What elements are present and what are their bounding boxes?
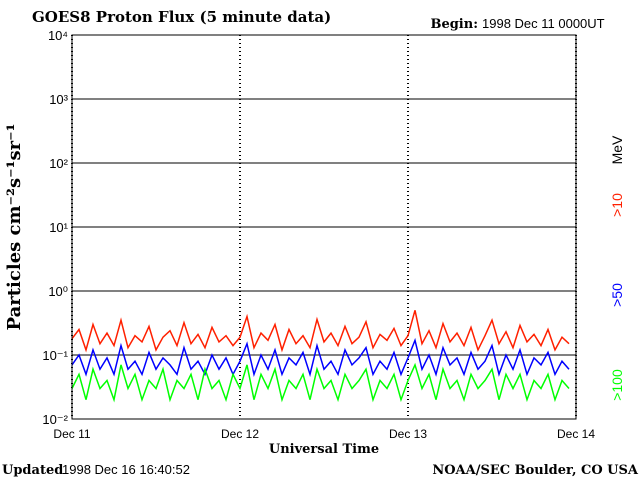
updated-label: Updated xyxy=(2,463,63,478)
x-tick-label: Dec 12 xyxy=(221,427,259,441)
legend-entry: >50 xyxy=(609,283,625,307)
x-axis-title: Universal Time xyxy=(269,442,379,457)
y-tick-label: 10¹ xyxy=(49,220,68,235)
series-line xyxy=(71,337,570,378)
series-line xyxy=(71,310,570,353)
y-axis-title: Particles cm⁻²s⁻¹sr⁻¹ xyxy=(4,124,25,331)
x-tick-label: Dec 11 xyxy=(53,427,90,441)
y-tick-label: 10⁰ xyxy=(48,284,68,299)
chart-title: GOES8 Proton Flux (5 minute data) xyxy=(32,8,331,26)
y-tick-label: 10² xyxy=(49,156,68,171)
y-tick-label: 10³ xyxy=(49,92,68,107)
x-tick-label: Dec 13 xyxy=(389,427,427,441)
legend-entry: >100 xyxy=(609,369,625,401)
y-tick-label: 10⁴ xyxy=(48,28,68,43)
series-line xyxy=(71,362,570,403)
x-tick-label: Dec 14 xyxy=(557,427,595,441)
begin-label: Begin: xyxy=(430,17,478,32)
plot-frame xyxy=(71,34,577,420)
legend-entry: >10 xyxy=(609,193,625,217)
updated-value: 1998 Dec 16 16:40:52 xyxy=(62,462,190,477)
source: NOAA/SEC Boulder, CO USA xyxy=(432,463,639,478)
begin-value: 1998 Dec 11 0000UT xyxy=(482,16,605,31)
unit-label: MeV xyxy=(609,135,625,164)
y-tick-label: 10⁻¹ xyxy=(42,348,68,363)
y-tick-label: 10⁻² xyxy=(42,412,68,427)
